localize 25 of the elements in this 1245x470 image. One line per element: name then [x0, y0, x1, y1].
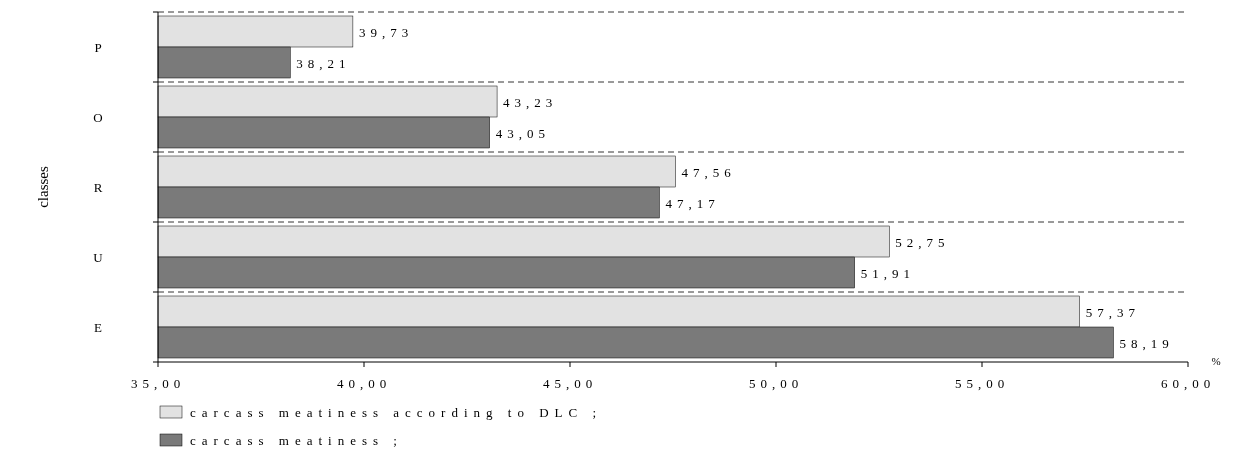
y-tick-label: U	[93, 250, 104, 265]
legend-label: carcass meatiness ;	[190, 433, 403, 448]
y-tick-label: O	[93, 110, 103, 125]
data-label: 38,21	[296, 55, 351, 71]
x-tick-label: 45,00	[542, 376, 598, 391]
data-label: 58,19	[1119, 335, 1174, 351]
x-tick-label: 40,00	[336, 376, 392, 391]
x-tick-label: 35,00	[130, 376, 186, 391]
data-label: 47,17	[665, 195, 720, 211]
data-label: 52,75	[895, 234, 950, 250]
y-tick-label: P	[94, 40, 102, 55]
legend-label: carcass meatiness according to DLC ;	[190, 405, 603, 420]
data-label: 47,56	[681, 164, 736, 180]
data-label: 43,05	[495, 125, 550, 141]
y-tick-label: E	[94, 320, 103, 335]
data-label: 51,91	[860, 265, 915, 281]
x-tick-label: 50,00	[748, 376, 804, 391]
x-axis-title: %	[1211, 355, 1221, 367]
x-tick-label: 60,00	[1160, 376, 1216, 391]
x-tick-label: 55,00	[954, 376, 1010, 391]
data-label: 57,37	[1085, 304, 1140, 320]
y-axis-title: classes	[35, 166, 51, 208]
data-label: 43,23	[503, 94, 558, 110]
y-tick-label: R	[93, 180, 103, 195]
data-label: 39,73	[358, 24, 414, 40]
